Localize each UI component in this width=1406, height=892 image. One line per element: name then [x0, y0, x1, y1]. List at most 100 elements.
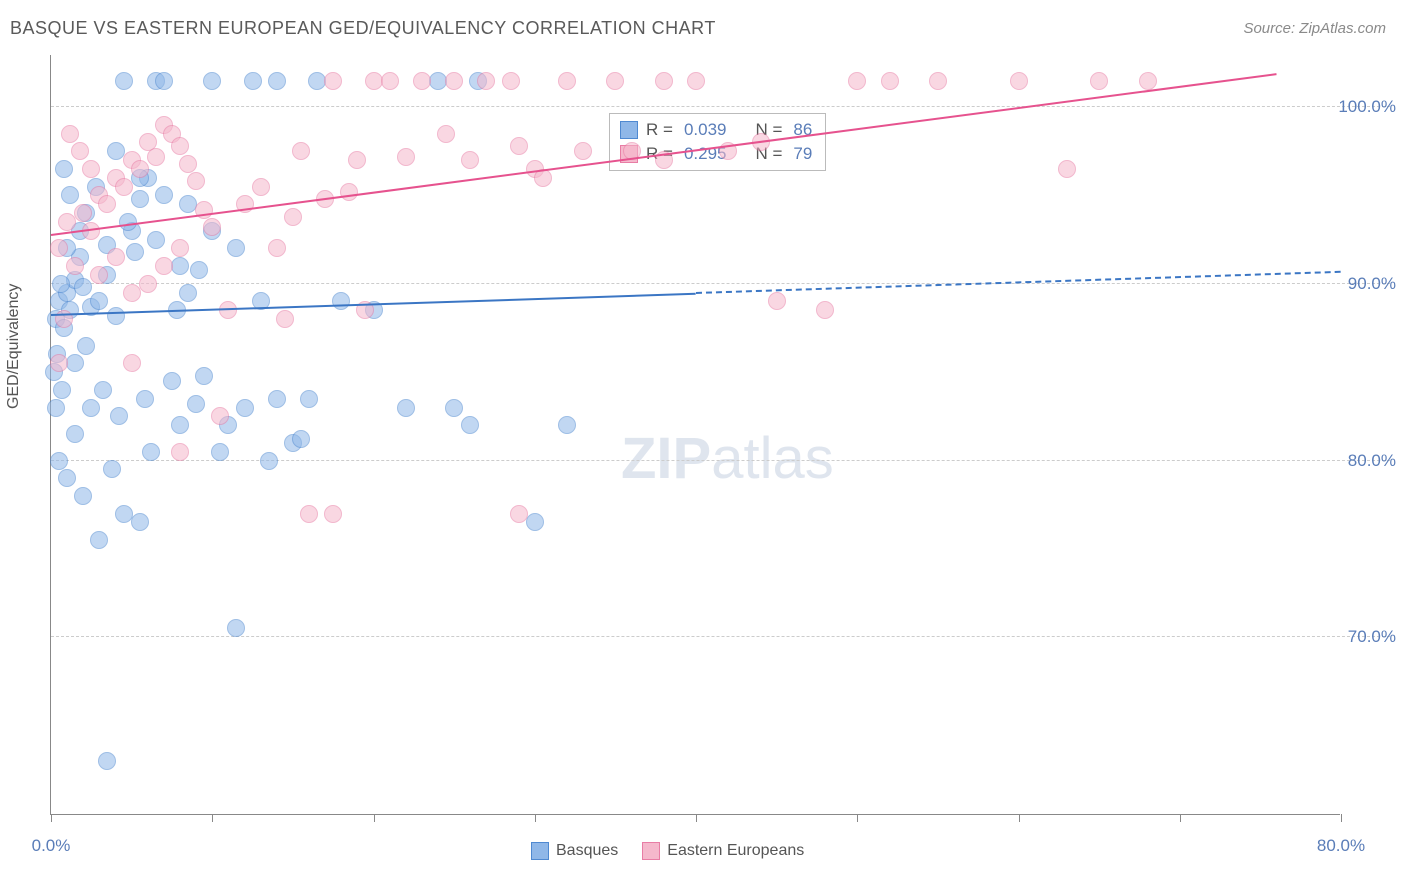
data-point — [268, 239, 286, 257]
data-point — [260, 452, 278, 470]
data-point — [340, 183, 358, 201]
data-point — [1058, 160, 1076, 178]
data-point — [227, 239, 245, 257]
data-point — [179, 155, 197, 173]
data-point — [881, 72, 899, 90]
data-point — [58, 213, 76, 231]
data-point — [187, 395, 205, 413]
data-point — [461, 416, 479, 434]
legend-swatch — [642, 842, 660, 860]
data-point — [47, 399, 65, 417]
ytick-label: 100.0% — [1336, 97, 1396, 117]
data-point — [58, 469, 76, 487]
data-point — [55, 160, 73, 178]
data-point — [147, 231, 165, 249]
data-point — [445, 72, 463, 90]
data-point — [292, 142, 310, 160]
data-point — [211, 443, 229, 461]
data-point — [332, 292, 350, 310]
data-point — [292, 430, 310, 448]
data-point — [655, 72, 673, 90]
data-point — [1010, 72, 1028, 90]
data-point — [1139, 72, 1157, 90]
data-point — [574, 142, 592, 160]
data-point — [171, 443, 189, 461]
data-point — [74, 204, 92, 222]
data-point — [381, 72, 399, 90]
data-point — [171, 137, 189, 155]
data-point — [510, 137, 528, 155]
data-point — [50, 452, 68, 470]
scatter-plot: ZIPatlas R =0.039N =86R =0.295N =79 Basq… — [50, 55, 1340, 815]
xtick — [535, 814, 536, 822]
data-point — [227, 619, 245, 637]
data-point — [526, 513, 544, 531]
data-point — [66, 257, 84, 275]
data-point — [397, 148, 415, 166]
series-legend-label: Eastern Europeans — [667, 842, 804, 860]
data-point — [195, 367, 213, 385]
data-point — [558, 72, 576, 90]
ytick-label: 90.0% — [1336, 274, 1396, 294]
data-point — [155, 72, 173, 90]
watermark: ZIPatlas — [621, 425, 834, 492]
data-point — [139, 275, 157, 293]
gridline-h — [51, 636, 1390, 637]
data-point — [107, 248, 125, 266]
data-point — [74, 278, 92, 296]
data-point — [171, 257, 189, 275]
gridline-h — [51, 283, 1390, 284]
xtick — [212, 814, 213, 822]
data-point — [126, 243, 144, 261]
xtick-label: 80.0% — [1317, 836, 1365, 856]
data-point — [1090, 72, 1108, 90]
data-point — [131, 160, 149, 178]
data-point — [107, 307, 125, 325]
legend-swatch — [531, 842, 549, 860]
data-point — [61, 186, 79, 204]
data-point — [50, 354, 68, 372]
legend-r-label: R = — [646, 120, 673, 140]
data-point — [155, 186, 173, 204]
data-point — [90, 266, 108, 284]
data-point — [179, 284, 197, 302]
data-point — [61, 125, 79, 143]
series-legend-item: Eastern Europeans — [642, 842, 804, 860]
data-point — [66, 425, 84, 443]
data-point — [190, 261, 208, 279]
data-point — [268, 390, 286, 408]
data-point — [115, 178, 133, 196]
xtick — [1180, 814, 1181, 822]
data-point — [136, 390, 154, 408]
data-point — [236, 399, 254, 417]
data-point — [115, 72, 133, 90]
xtick — [696, 814, 697, 822]
series-legend-label: Basques — [556, 842, 618, 860]
data-point — [413, 72, 431, 90]
xtick — [51, 814, 52, 822]
data-point — [276, 310, 294, 328]
xtick-label: 0.0% — [32, 836, 71, 856]
xtick — [1019, 814, 1020, 822]
data-point — [300, 390, 318, 408]
data-point — [52, 275, 70, 293]
data-point — [171, 416, 189, 434]
legend-n-value: 79 — [793, 144, 812, 164]
data-point — [244, 72, 262, 90]
data-point — [155, 257, 173, 275]
data-point — [77, 337, 95, 355]
gridline-h — [51, 460, 1390, 461]
data-point — [203, 72, 221, 90]
xtick — [1341, 814, 1342, 822]
data-point — [90, 531, 108, 549]
legend-r-value: 0.039 — [684, 120, 727, 140]
data-point — [163, 372, 181, 390]
data-point — [98, 752, 116, 770]
data-point — [53, 381, 71, 399]
data-point — [929, 72, 947, 90]
chart-title: BASQUE VS EASTERN EUROPEAN GED/EQUIVALEN… — [10, 18, 716, 39]
data-point — [477, 72, 495, 90]
xtick — [374, 814, 375, 822]
data-point — [203, 218, 221, 236]
data-point — [66, 354, 84, 372]
